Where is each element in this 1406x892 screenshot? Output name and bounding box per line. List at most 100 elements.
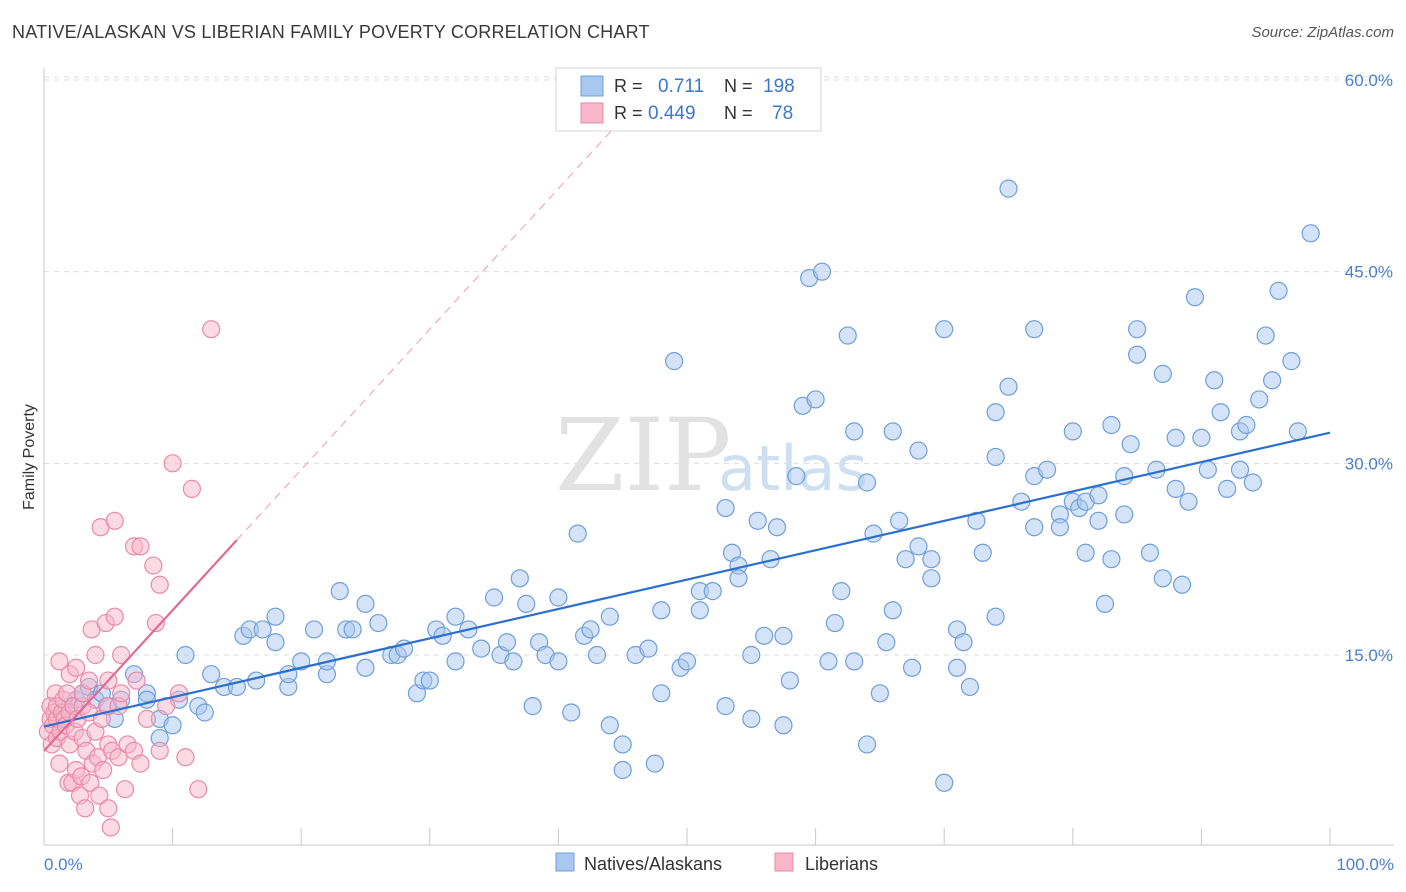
data-point — [562, 703, 581, 722]
data-point — [1237, 415, 1256, 435]
data-point — [742, 645, 761, 665]
data-point — [812, 262, 832, 281]
legend-swatch-blue — [580, 75, 604, 97]
data-point — [1185, 288, 1205, 307]
data-point — [137, 709, 156, 728]
data-point — [202, 665, 221, 684]
data-point — [1050, 518, 1070, 537]
data-point — [253, 620, 272, 639]
data-point — [163, 716, 182, 735]
data-point — [665, 352, 684, 371]
data-point — [774, 626, 793, 645]
data-point — [50, 754, 69, 773]
trend-line-pink-extension — [236, 117, 624, 541]
data-point — [1127, 320, 1147, 339]
data-point — [1153, 569, 1172, 588]
data-point — [986, 607, 1005, 626]
y-tick-label: 60.0% — [1345, 71, 1393, 90]
data-point — [504, 652, 523, 671]
data-point — [787, 467, 806, 486]
data-point — [304, 620, 324, 639]
data-point — [922, 550, 941, 569]
data-point — [954, 633, 973, 652]
data-point — [645, 754, 664, 773]
data-point — [896, 550, 915, 569]
data-point — [973, 543, 992, 562]
y-axis-label: Family Poverty — [21, 404, 38, 510]
series-legend-swatch-blue — [555, 852, 575, 872]
data-point — [748, 511, 767, 530]
trend-line-pink — [43, 539, 238, 752]
data-point — [999, 179, 1018, 198]
data-point — [105, 607, 124, 626]
data-point — [1147, 460, 1166, 479]
data-point — [1127, 345, 1147, 364]
data-point — [112, 684, 131, 703]
data-point — [1198, 460, 1217, 479]
data-point — [1301, 224, 1320, 243]
data-point — [1263, 371, 1282, 390]
stats-legend: R = 0.711 N = 198 R = 0.449 N = 78 — [555, 67, 822, 132]
data-point — [922, 569, 941, 588]
data-point — [845, 422, 864, 441]
data-point — [1179, 492, 1198, 511]
data-point — [279, 665, 298, 684]
series-natives-alaskans — [47, 179, 1320, 792]
watermark-zip: ZIP — [555, 397, 731, 514]
data-point — [1269, 281, 1288, 300]
data-point — [1102, 550, 1121, 569]
data-point — [819, 652, 838, 671]
data-point — [1089, 486, 1108, 505]
data-point — [1037, 460, 1057, 479]
data-point — [986, 403, 1005, 422]
data-point — [131, 754, 150, 773]
legend-r-value-blue: 0.711 — [658, 76, 704, 97]
data-point — [1282, 352, 1301, 371]
series-legend-label-pink: Liberians — [805, 854, 878, 874]
data-point — [677, 652, 697, 671]
data-point — [947, 658, 967, 677]
data-point — [1243, 473, 1262, 492]
data-point — [967, 511, 986, 530]
data-point — [1288, 422, 1307, 441]
data-point — [1140, 543, 1160, 562]
data-point — [703, 582, 722, 601]
data-point — [1230, 460, 1250, 479]
data-point — [137, 690, 156, 709]
data-point — [549, 652, 568, 671]
data-point — [877, 633, 896, 652]
legend-r-label-blue: R = — [614, 76, 643, 96]
data-point — [99, 799, 118, 818]
y-tick-label: 30.0% — [1345, 454, 1393, 473]
data-point — [767, 518, 787, 537]
trend-line-blue — [43, 431, 1331, 728]
data-point — [94, 760, 113, 780]
data-point — [182, 479, 201, 498]
data-point — [79, 671, 99, 690]
x-tick-label-max: 100.0% — [1336, 855, 1394, 874]
data-point — [838, 326, 857, 345]
data-point — [202, 320, 221, 339]
data-point — [112, 645, 131, 665]
data-point — [857, 473, 877, 492]
y-tick-label: 15.0% — [1345, 646, 1393, 665]
data-point — [67, 658, 86, 677]
series-liberians — [38, 320, 221, 837]
data-point — [864, 524, 883, 543]
data-point — [485, 588, 504, 607]
data-point — [883, 601, 902, 620]
legend-n-value-blue: 198 — [763, 76, 795, 97]
data-point — [76, 799, 95, 818]
y-tick-label: 45.0% — [1345, 263, 1393, 282]
data-point — [1076, 543, 1095, 562]
data-point — [356, 594, 375, 613]
data-point — [144, 556, 163, 575]
y-tick-labels: 15.0% 30.0% 45.0% 60.0% — [1345, 71, 1393, 665]
data-point — [90, 786, 109, 805]
data-point — [1166, 479, 1185, 498]
data-point — [446, 607, 465, 626]
data-point — [50, 652, 69, 671]
data-point — [1063, 422, 1082, 441]
data-point — [960, 677, 980, 697]
data-point — [716, 697, 735, 716]
